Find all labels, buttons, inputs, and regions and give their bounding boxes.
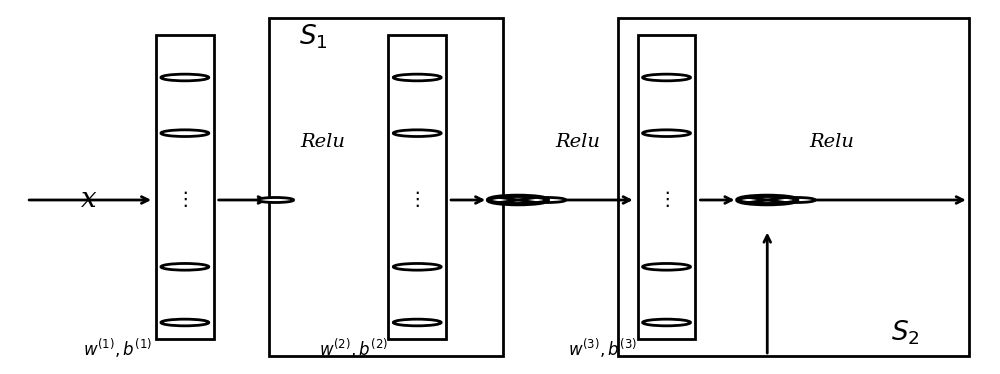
Ellipse shape [643, 130, 690, 137]
Bar [618, 18, 969, 356]
Bar [388, 35, 446, 339]
Ellipse shape [161, 74, 209, 81]
Text: $w^{(2)},b^{(2)}$: $w^{(2)},b^{(2)}$ [319, 337, 388, 360]
Ellipse shape [737, 196, 797, 204]
Text: $S_2$: $S_2$ [891, 318, 920, 347]
Ellipse shape [393, 319, 441, 326]
Ellipse shape [643, 263, 690, 270]
Bar [269, 18, 503, 356]
Ellipse shape [393, 263, 441, 270]
Text: ⋮: ⋮ [407, 190, 427, 209]
Ellipse shape [258, 197, 294, 202]
Text: x: x [81, 187, 97, 214]
Ellipse shape [779, 197, 815, 202]
Text: $S_1$: $S_1$ [299, 22, 327, 51]
Text: $w^{(1)},b^{(1)}$: $w^{(1)},b^{(1)}$ [83, 337, 152, 360]
Ellipse shape [643, 319, 690, 326]
Ellipse shape [161, 130, 209, 137]
Text: $w^{(3)},b^{(3)}$: $w^{(3)},b^{(3)}$ [568, 337, 637, 360]
Ellipse shape [643, 74, 690, 81]
Ellipse shape [393, 130, 441, 137]
Ellipse shape [530, 197, 566, 202]
Text: Relu: Relu [809, 134, 854, 151]
Ellipse shape [488, 196, 548, 204]
Ellipse shape [393, 74, 441, 81]
Text: ⋮: ⋮ [175, 190, 195, 209]
Bar [638, 35, 695, 339]
Bar [156, 35, 214, 339]
Text: Relu: Relu [301, 134, 345, 151]
Ellipse shape [161, 319, 209, 326]
Ellipse shape [161, 263, 209, 270]
Text: Relu: Relu [555, 134, 600, 151]
Text: ⋮: ⋮ [657, 190, 676, 209]
